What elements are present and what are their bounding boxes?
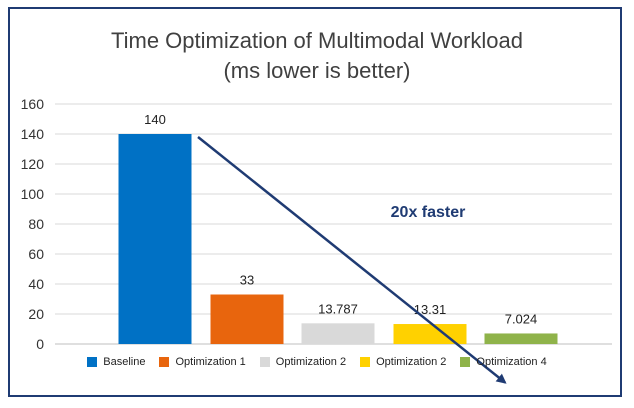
bar [210,294,284,344]
bar [393,324,467,344]
y-tick-label: 120 [21,156,45,172]
chart-legend: Baseline Optimization 1 Optimization 2 Opti… [0,356,634,368]
y-tick-label: 40 [28,276,44,292]
legend-swatch [259,357,270,367]
y-tick-label: 160 [21,96,45,112]
legend-item: Optimization 1 [159,356,246,368]
legend-label: Optimization 2 [275,356,347,368]
legend-label: Optimization 1 [175,356,246,368]
bar [118,134,192,344]
chart-title: Time Optimization of Multimodal Workload [110,28,524,53]
legend-swatch [159,357,170,367]
bar [301,323,375,344]
legend-item: Optimization 2 [259,356,347,368]
y-tick-label: 80 [28,216,44,232]
y-tick-label: 20 [28,306,44,322]
data-label: 140 [144,112,166,127]
legend-label: Baseline [103,356,146,368]
y-tick-label: 140 [21,126,45,142]
chart-subtitle: (ms lower is better) [223,58,411,83]
legend-swatch [460,357,471,367]
y-tick-label: 100 [21,186,45,202]
data-label: 7.024 [505,311,538,326]
data-label: 13.31 [414,302,447,317]
legend-item: Optimization 2 [360,356,446,368]
bar [484,333,558,344]
legend-label: Optimization 4 [476,356,547,368]
legend-item: Optimization 4 [460,356,547,368]
annotation-text: 20x faster [391,204,466,221]
y-tick-label: 60 [28,246,44,262]
trend-arrow [197,136,507,384]
legend-swatch [87,357,98,367]
legend-item: Baseline [87,356,145,368]
data-label: 33 [240,273,254,288]
legend-label: Optimization 2 [376,356,447,368]
chart-title-block: Time Optimization of Multimodal Workload… [0,26,634,86]
data-label: 13.787 [318,301,358,316]
legend-swatch [360,357,371,367]
y-tick-label: 0 [36,336,44,352]
